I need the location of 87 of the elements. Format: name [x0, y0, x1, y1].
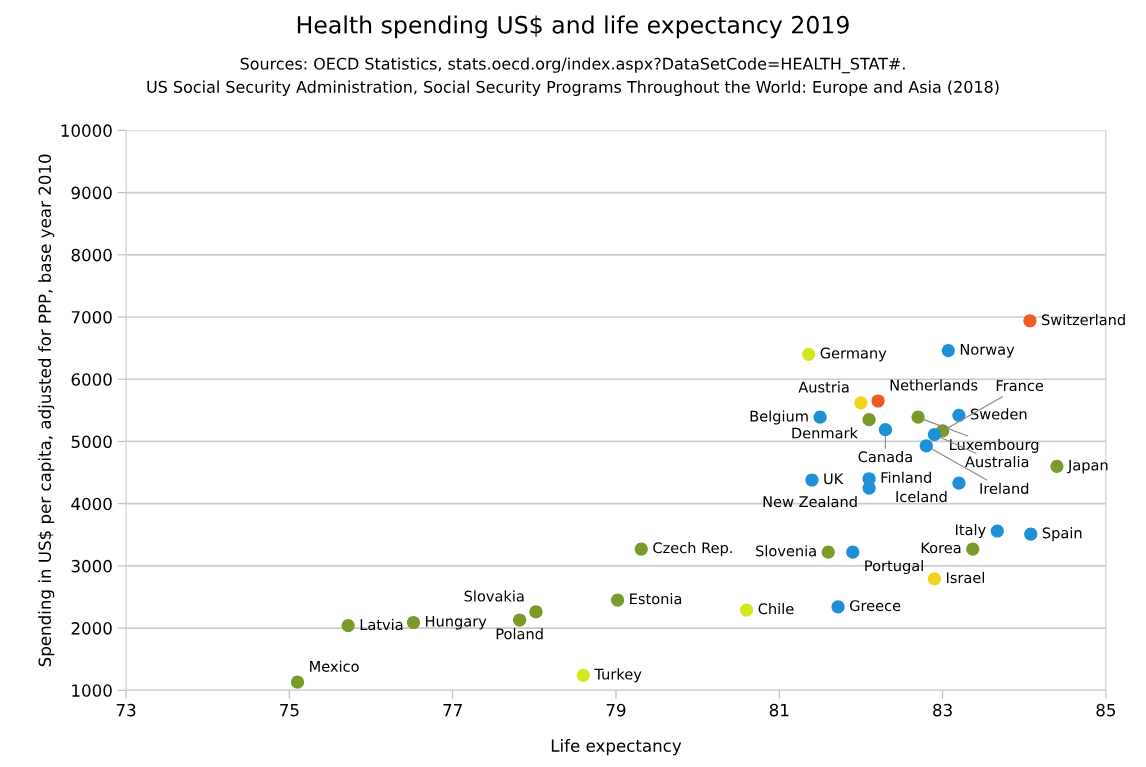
annotation: Mexico: [310, 660, 359, 672]
y-tick-label: 1000: [72, 684, 112, 697]
annotation: Switzerland: [1042, 314, 1125, 326]
point: [821, 545, 835, 559]
point: [831, 600, 845, 614]
annotation: Poland: [496, 628, 543, 640]
point: [805, 473, 819, 487]
point: [290, 675, 305, 689]
annotation: Korea: [921, 542, 961, 554]
point: [341, 619, 355, 633]
point: [740, 603, 754, 617]
point: [1023, 314, 1037, 328]
point: [990, 524, 1004, 538]
annotation: Canada: [858, 451, 912, 463]
annotation: Japan: [1067, 459, 1108, 474]
point: [802, 347, 816, 361]
annotation: Portugal: [865, 559, 923, 575]
annotation: Germany: [820, 347, 887, 362]
x-tick-label: 85: [1096, 703, 1116, 717]
point: [1024, 527, 1038, 541]
x-tick-label: 81: [769, 703, 789, 717]
annotation: Slovenia: [756, 545, 816, 557]
point: [611, 593, 625, 607]
annotation: Spain: [1042, 527, 1082, 542]
annotation: Estonia: [630, 593, 682, 605]
point: [813, 410, 827, 424]
annotation: Israel: [946, 571, 985, 584]
y-tick-label: 3000: [71, 559, 112, 573]
x-tick-label: 73: [116, 703, 136, 717]
annotation: Austria: [798, 381, 849, 393]
annotation: Hungary: [426, 615, 487, 630]
chart-subtitle: Sources: OECD Statistics, stats.oecd.org/index.aspx?DataSetCode=HEALTH_STAT#. US Social Security Administration, Social Security Programs Throughout the World: Europe and Asia (2018): [147, 57, 999, 97]
y-tick-label: 9000: [71, 186, 112, 200]
y-tick-label: 4000: [71, 497, 112, 511]
point: [952, 476, 966, 490]
point: [1050, 459, 1064, 473]
y-tick-label: 2000: [71, 622, 112, 635]
point: [846, 545, 860, 559]
x-tick-label: 79: [606, 703, 626, 717]
point: [871, 394, 885, 408]
annotation: Chile: [758, 602, 794, 615]
point: [513, 613, 527, 627]
annotation: Latvia: [360, 618, 403, 631]
point: [927, 572, 942, 586]
x-axis-title: Life expectancy: [551, 739, 682, 756]
point: [878, 423, 893, 437]
point: [919, 439, 933, 453]
y-tick-label: 8000: [71, 248, 112, 262]
point: [854, 396, 868, 410]
y-tick-label: 6000: [71, 373, 112, 386]
point: [529, 605, 543, 619]
annotation: Ireland: [980, 482, 1029, 495]
annotation: Denmark: [792, 427, 858, 439]
point: [576, 668, 590, 682]
point: [911, 410, 925, 424]
point: [862, 481, 876, 495]
annotation: UK: [824, 473, 844, 485]
point: [634, 542, 648, 556]
y-tick-label: 7000: [71, 310, 112, 324]
point: [941, 344, 955, 358]
x-tick-label: 77: [443, 704, 462, 717]
x-tick-label: 75: [280, 704, 299, 717]
annotation: Iceland: [896, 490, 947, 503]
annotation: New Zealand: [763, 495, 857, 508]
point: [966, 542, 980, 556]
x-tick-label: 83: [933, 703, 952, 717]
annotation: Czech Rep.: [653, 542, 732, 557]
annotation: Finland: [881, 471, 931, 484]
chart-title: Health spending US$ and life expectancy 2019: [297, 15, 849, 39]
y-axis-title: Spending in US$ per capita, adjusted for PPP, base year 2010: [38, 154, 55, 667]
point: [406, 615, 421, 630]
y-tick-label: 10000: [61, 124, 112, 137]
annotation: Sweden: [970, 408, 1027, 420]
annotation: Greece: [850, 600, 901, 612]
annotation: France: [996, 380, 1044, 392]
annotation: Luxembourg: [950, 438, 1039, 453]
y-tick-label: 5000: [71, 435, 112, 449]
annotation: Turkey: [594, 668, 642, 683]
point: [927, 428, 942, 442]
annotation: Slovakia: [464, 590, 524, 602]
annotation: Italy: [955, 523, 986, 539]
point: [952, 408, 966, 422]
annotation: Belgium: [750, 410, 808, 425]
annotation: Norway: [960, 344, 1015, 358]
point: [862, 413, 876, 427]
annotation: Australia: [965, 456, 1029, 468]
annotation: Netherlands: [890, 379, 978, 391]
